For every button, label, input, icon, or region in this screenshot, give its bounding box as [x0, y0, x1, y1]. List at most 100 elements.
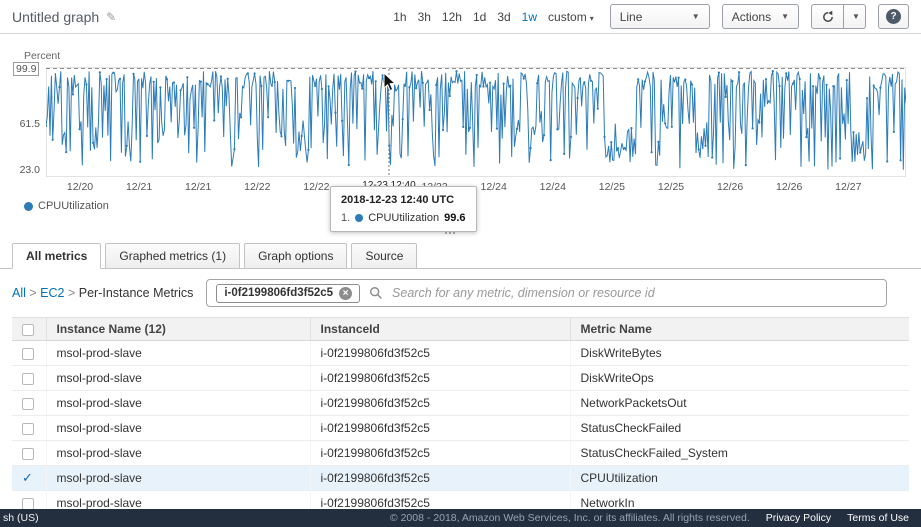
tab-graph-options[interactable]: Graph options	[244, 243, 348, 269]
row-checkbox[interactable]	[22, 372, 34, 385]
breadcrumb: All > EC2 > Per-Instance Metrics	[12, 286, 193, 300]
tooltip-series-row: 1. CPUUtilization 99.6	[341, 212, 466, 224]
y-tick-min: 23.0	[19, 164, 40, 176]
table-row[interactable]: msol-prod-slave i-0f2199806fd3f52c5 DiskWr…	[12, 365, 909, 391]
tab-source[interactable]: Source	[351, 243, 418, 269]
tooltip-series-label: CPUUtilization	[368, 212, 440, 224]
cpu-series-markers	[46, 70, 902, 167]
legend-label: CPUUtilization	[38, 200, 109, 212]
chart-type-select[interactable]: Line ▼	[609, 4, 710, 29]
language-selector[interactable]: sh (US)	[3, 512, 39, 524]
chevron-down-icon: ▼	[852, 12, 860, 21]
chart-legend-item[interactable]: CPUUtilization	[24, 200, 109, 212]
metric-name-cell: NetworkPacketsOut	[570, 390, 909, 416]
help-button[interactable]: ?	[878, 4, 909, 29]
instance-name-cell: msol-prod-slave	[46, 340, 311, 366]
table-row[interactable]: msol-prod-slave i-0f2199806fd3f52c5 Status…	[12, 415, 909, 441]
graph-title: Untitled graph	[12, 8, 100, 25]
plot-area[interactable]	[46, 67, 906, 177]
metrics-table-body: msol-prod-slave i-0f2199806fd3f52c5 DiskWr…	[12, 340, 909, 516]
x-tick: 12/27	[835, 181, 862, 193]
time-range-custom[interactable]: custom ▾	[548, 9, 594, 24]
time-range-3d[interactable]: 3d	[497, 9, 511, 24]
metric-name-cell: StatusCheckFailed_System	[570, 440, 909, 466]
chevron-down-icon: ▼	[781, 12, 789, 21]
x-tick: 12/24	[480, 181, 507, 193]
chevron-down-icon: ▼	[691, 12, 700, 21]
metrics-table: Instance Name (12) InstanceId Metric Name …	[12, 317, 909, 516]
metric-name-cell: DiskWriteBytes	[570, 340, 909, 366]
time-range-12h[interactable]: 12h	[441, 9, 462, 24]
tab-all-metrics[interactable]: All metrics	[12, 243, 102, 269]
actions-button[interactable]: Actions ▼	[721, 4, 799, 29]
refresh-options-button[interactable]: ▼	[844, 4, 866, 29]
filter-tag[interactable]: i-0f2199806fd3f52c5 ×	[216, 283, 361, 303]
filter-tag-label: i-0f2199806fd3f52c5	[224, 287, 334, 299]
time-range-3h[interactable]: 3h	[417, 9, 431, 24]
metric-name-cell: CPUUtilization	[570, 465, 909, 491]
row-checkbox-cell	[12, 340, 47, 366]
table-row[interactable]: ✓ msol-prod-slave i-0f2199806fd3f52c5 CPUUt…	[12, 465, 909, 491]
metrics-panel: All metrics Graphed metrics (1) Graph opti…	[0, 242, 921, 516]
breadcrumb-ec2[interactable]: EC2	[40, 286, 65, 300]
x-tick: 12/21	[185, 181, 212, 193]
close-icon[interactable]: ×	[339, 286, 353, 300]
y-tick-mid: 61.5	[19, 118, 40, 130]
row-checkbox[interactable]	[22, 347, 34, 360]
column-header-instanceid[interactable]: InstanceId	[310, 317, 571, 341]
time-range-1d[interactable]: 1d	[472, 9, 487, 24]
y-tick-max: 99.9	[13, 62, 40, 76]
time-range-1h[interactable]: 1h	[393, 9, 407, 24]
metric-name-cell: DiskWriteOps	[570, 365, 909, 391]
breadcrumb-separator: >	[64, 286, 79, 300]
tab-graphed-metrics-1-[interactable]: Graphed metrics (1)	[105, 243, 241, 269]
terms-of-use-link[interactable]: Terms of Use	[847, 512, 909, 524]
row-checkbox-cell: ✓	[12, 465, 47, 491]
breadcrumb-all[interactable]: All	[12, 286, 26, 300]
app-header: Untitled graph ✎ 1h 3h 12h 1d 3d 1w custom ▾ Li…	[0, 0, 921, 34]
copyright-text: © 2008 - 2018, Amazon Web Services, Inc.…	[389, 512, 750, 524]
table-row[interactable]: msol-prod-slave i-0f2199806fd3f52c5 Networ…	[12, 390, 909, 416]
instance-id-cell: i-0f2199806fd3f52c5	[310, 365, 571, 391]
x-tick: 12/26	[716, 181, 744, 193]
row-checkbox[interactable]	[22, 422, 34, 435]
x-tick: 12/22	[244, 181, 271, 193]
privacy-policy-link[interactable]: Privacy Policy	[765, 512, 832, 524]
instance-name-cell: msol-prod-slave	[46, 440, 311, 466]
time-range-1w[interactable]: 1w	[521, 9, 538, 24]
actions-label: Actions	[731, 9, 772, 24]
search-input[interactable]	[392, 286, 877, 300]
x-tick: 12/25	[657, 181, 685, 193]
refresh-button[interactable]	[811, 4, 844, 29]
header-checkbox-cell	[12, 317, 47, 341]
x-tick: 12/26	[776, 181, 803, 193]
instance-id-cell: i-0f2199806fd3f52c5	[310, 415, 571, 441]
instance-name-cell: msol-prod-slave	[46, 415, 311, 441]
instance-id-cell: i-0f2199806fd3f52c5	[310, 440, 571, 466]
instance-id-cell: i-0f2199806fd3f52c5	[310, 340, 571, 366]
edit-title-pencil-icon[interactable]: ✎	[106, 9, 117, 24]
row-checkbox-cell	[12, 390, 47, 416]
legend-color-dot	[24, 201, 33, 211]
tooltip-title: 2018-12-23 12:40 UTC	[341, 194, 455, 206]
table-row[interactable]: msol-prod-slave i-0f2199806fd3f52c5 DiskWr…	[12, 340, 909, 366]
metric-search-box: i-0f2199806fd3f52c5 ×	[206, 279, 887, 307]
footer: sh (US) © 2008 - 2018, Amazon Web Servic…	[0, 509, 921, 527]
cpu-utilization-chart[interactable]	[46, 67, 906, 177]
table-row[interactable]: msol-prod-slave i-0f2199806fd3f52c5 Status…	[12, 440, 909, 466]
chart-type-value: Line	[619, 9, 643, 24]
instance-name-cell: msol-prod-slave	[46, 365, 311, 391]
checkmark-icon[interactable]: ✓	[22, 470, 33, 485]
select-all-checkbox[interactable]	[22, 323, 34, 336]
search-icon	[370, 287, 382, 299]
chart-tooltip: 2018-12-23 12:40 UTC 1. CPUUtilization 9…	[330, 186, 477, 232]
filter-bar: All > EC2 > Per-Instance Metrics i-0f219…	[0, 269, 921, 314]
help-icon: ?	[886, 9, 901, 24]
row-checkbox[interactable]	[22, 397, 34, 410]
metrics-tabs: All metrics Graphed metrics (1) Graph opti…	[0, 242, 921, 269]
column-header-metric-name[interactable]: Metric Name	[570, 317, 909, 341]
row-checkbox[interactable]	[22, 447, 34, 460]
column-header-instance-name-12-[interactable]: Instance Name (12)	[46, 317, 311, 341]
cpu-series-line	[46, 70, 906, 170]
x-tick: 12/25	[598, 181, 626, 193]
